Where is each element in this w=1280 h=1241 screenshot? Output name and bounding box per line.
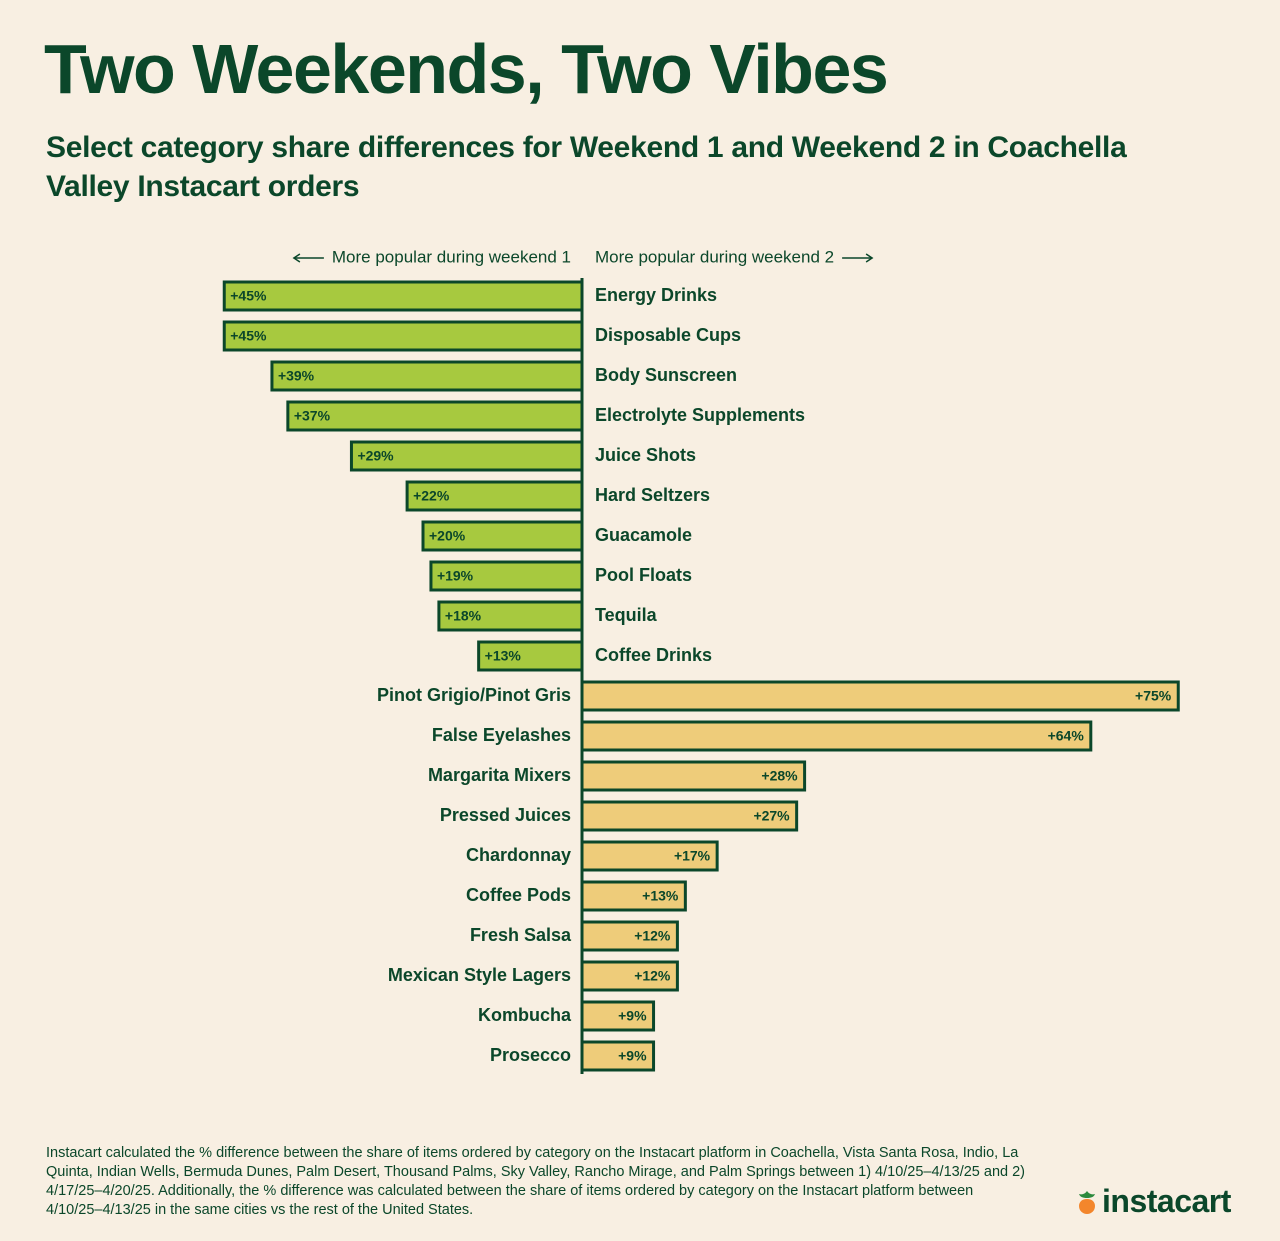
category-label: Electrolyte Supplements [595,405,805,425]
bar [580,880,687,912]
value-label: +64% [1048,728,1085,744]
logo-icon [1079,1190,1095,1214]
value-label: +39% [278,368,315,384]
category-label: Fresh Salsa [470,925,572,945]
chart-subtitle: Select category share differences for We… [46,131,1127,203]
bar [580,680,1180,712]
value-label: +9% [618,1008,647,1024]
bar [222,320,584,352]
value-label: +45% [230,328,267,344]
logo-text: instacart [1102,1183,1231,1219]
bar [222,280,584,312]
category-label: Tequila [595,605,658,625]
value-label: +75% [1135,688,1172,704]
value-label: +29% [357,448,394,464]
category-label: Pinot Grigio/Pinot Gris [377,685,571,705]
category-label: Body Sunscreen [595,365,737,385]
category-label: Coffee Drinks [595,645,712,665]
legend-arrowhead [292,253,301,263]
category-label: Guacamole [595,525,692,545]
category-label: Chardonnay [466,845,571,865]
value-label: +18% [445,608,482,624]
value-label: +9% [618,1048,647,1064]
value-label: +20% [429,528,466,544]
value-label: +37% [294,408,331,424]
bar [405,480,584,512]
logo: instacart [1076,1183,1231,1220]
legend-label: More popular during weekend 2 [595,247,834,266]
footnote: Instacart calculated the % difference be… [46,1145,1026,1218]
value-label: +12% [634,968,671,984]
bar [580,720,1093,752]
bar [580,840,719,872]
category-label: Energy Drinks [595,285,717,305]
category-label: Mexican Style Lagers [388,965,571,985]
bar [580,800,799,832]
value-label: +22% [413,488,450,504]
category-label: Margarita Mixers [428,765,571,785]
value-label: +12% [634,928,671,944]
bar [270,360,584,392]
value-label: +13% [642,888,679,904]
category-label: False Eyelashes [432,725,571,745]
category-label: Coffee Pods [466,885,571,905]
category-label: Juice Shots [595,445,696,465]
category-label: Kombucha [478,1005,572,1025]
legend-label: More popular during weekend 1 [332,247,571,266]
value-label: +45% [230,288,267,304]
bar [580,920,679,952]
category-label: Hard Seltzers [595,485,710,505]
value-label: +28% [761,768,798,784]
value-label: +17% [674,848,711,864]
category-label: Pool Floats [595,565,692,585]
value-label: +13% [485,648,522,664]
category-label: Pressed Juices [440,805,571,825]
bar [437,600,584,632]
value-label: +27% [753,808,790,824]
category-label: Prosecco [490,1045,571,1065]
bar [286,400,584,432]
chart-title: Two Weekends, Two Vibes [44,30,889,108]
category-label: Disposable Cups [595,325,741,345]
value-label: +19% [437,568,474,584]
bar [477,640,584,672]
legend-arrowhead [865,253,874,263]
